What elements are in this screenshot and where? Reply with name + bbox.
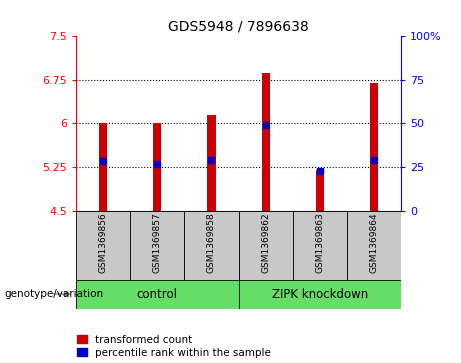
Text: ZIPK knockdown: ZIPK knockdown: [272, 287, 368, 301]
Bar: [153, 123, 161, 211]
Bar: [99, 123, 107, 211]
Bar: [316, 170, 324, 211]
Bar: [184, 211, 238, 280]
Bar: [76, 280, 238, 309]
Bar: [347, 211, 401, 280]
Legend: transformed count, percentile rank within the sample: transformed count, percentile rank withi…: [77, 335, 271, 358]
Text: GSM1369862: GSM1369862: [261, 213, 270, 273]
Text: GSM1369863: GSM1369863: [315, 213, 325, 273]
Bar: [261, 73, 270, 211]
Text: genotype/variation: genotype/variation: [5, 289, 104, 299]
Text: GSM1369864: GSM1369864: [369, 213, 378, 273]
Bar: [239, 280, 401, 309]
Text: control: control: [137, 287, 178, 301]
Bar: [130, 211, 184, 280]
Bar: [239, 211, 293, 280]
Bar: [293, 211, 347, 280]
Text: GSM1369856: GSM1369856: [99, 213, 108, 273]
Bar: [76, 211, 130, 280]
Text: GSM1369857: GSM1369857: [153, 213, 162, 273]
Bar: [207, 115, 216, 211]
Bar: [370, 83, 378, 211]
Text: GSM1369858: GSM1369858: [207, 213, 216, 273]
Title: GDS5948 / 7896638: GDS5948 / 7896638: [168, 20, 309, 34]
